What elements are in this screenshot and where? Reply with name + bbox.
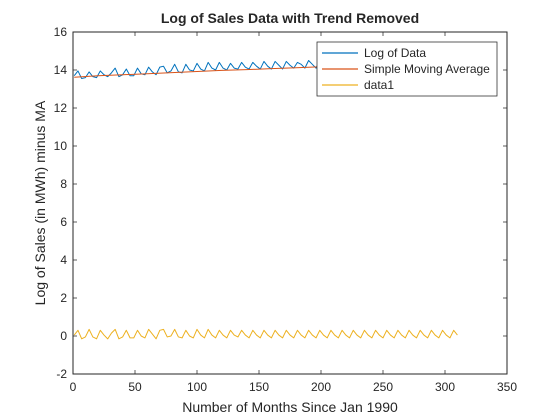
x-tick-label: 200 — [311, 380, 331, 394]
legend-label-log-of-data: Log of Data — [364, 46, 426, 60]
y-tick-label: 4 — [60, 253, 67, 267]
x-tick-label: 300 — [435, 380, 455, 394]
x-tick-label: 150 — [249, 380, 269, 394]
y-tick-label: 0 — [60, 329, 67, 343]
y-tick-label: 8 — [60, 177, 67, 191]
y-tick-label: 2 — [60, 291, 67, 305]
axes-box — [72, 31, 508, 375]
x-axis-label: Number of Months Since Jan 1990 — [182, 399, 398, 415]
x-tick-label: 250 — [373, 380, 393, 394]
x-tick-label: 50 — [128, 380, 142, 394]
legend-box — [316, 41, 498, 97]
legend-label-data1: data1 — [364, 78, 394, 92]
chart-title: Log of Sales Data with Trend Removed — [161, 10, 419, 26]
x-tick-label: 100 — [187, 380, 207, 394]
y-tick-label: 10 — [54, 139, 68, 153]
y-tick-label: 16 — [54, 25, 68, 39]
y-ticks: -2 0 2 4 6 8 10 12 14 16 — [54, 25, 507, 381]
y-tick-label: 6 — [60, 215, 67, 229]
y-tick-label: 14 — [54, 63, 68, 77]
y-axis-label: Log of Sales (in MWh) minus MA — [32, 100, 48, 305]
y-tick-label: -2 — [56, 367, 67, 381]
legend-label-simple-moving-average: Simple Moving Average — [364, 62, 490, 76]
y-tick-label: 12 — [54, 101, 68, 115]
x-ticks: 0 50 100 150 200 250 300 350 — [70, 32, 517, 394]
legend: Log of Data Simple Moving Average data1 — [316, 41, 498, 97]
series-line-data1 — [73, 328, 458, 340]
x-tick-label: 0 — [70, 380, 77, 394]
x-tick-label: 350 — [497, 380, 517, 394]
